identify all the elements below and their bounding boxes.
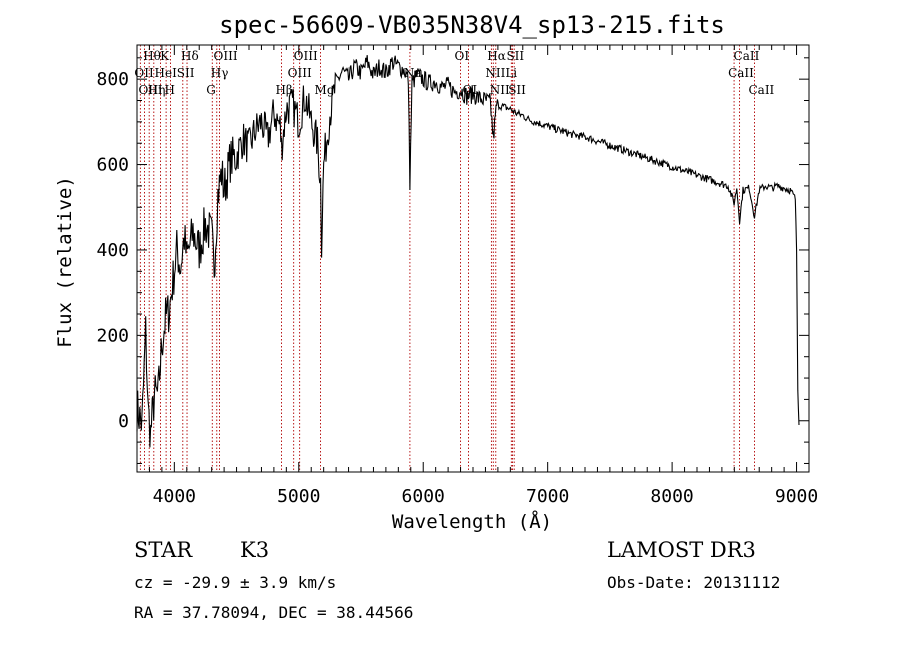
line-label-24: SII — [508, 83, 526, 97]
x-tick-label: 5000 — [277, 486, 320, 507]
line-label-19: Hα — [487, 49, 506, 63]
spectrum-line — [136, 55, 800, 448]
sky-coordinates: RA = 37.78094, DEC = 38.44566 — [134, 603, 414, 622]
line-label-27: CaII — [748, 83, 774, 97]
y-tick-label: 400 — [96, 240, 129, 261]
redshift-velocity: cz = -29.9 ± 3.9 km/s — [134, 573, 337, 592]
plot-frame — [136, 44, 810, 473]
line-label-26: CaII — [728, 66, 754, 80]
line-label-3: Hη — [148, 83, 166, 97]
y-axis-label: Flux (relative) — [54, 176, 76, 348]
x-tick-label: 9000 — [775, 486, 818, 507]
y-axis-ticks: 0 200 400 600 800 — [96, 57, 809, 464]
x-tick-label: 6000 — [402, 486, 445, 507]
line-label-2: OIII — [138, 83, 162, 97]
line-label-25: CaII — [734, 49, 760, 63]
line-label-7: H — [164, 83, 174, 97]
line-label-8: Hδ — [181, 49, 199, 63]
line-label-17: OI — [455, 49, 470, 63]
line-label-11: G — [206, 83, 216, 97]
line-label-0: Hθ — [143, 49, 161, 63]
line-label-21: NII — [485, 66, 505, 80]
spectral-line-markers — [139, 45, 755, 472]
x-axis-label: Wavelength (Å) — [392, 510, 552, 533]
object-subclass: K3 — [240, 538, 270, 562]
line-label-10: Hγ — [211, 66, 229, 80]
line-label-15: Mg — [315, 83, 335, 97]
chart-title: spec-56609-VB035N38V4_sp13-215.fits — [219, 11, 725, 39]
line-label-6: SII — [177, 66, 195, 80]
line-label-5: HeI — [155, 66, 178, 80]
y-tick-label: 600 — [96, 155, 129, 176]
line-label-12: Hβ — [275, 83, 292, 97]
y-tick-label: 0 — [118, 411, 129, 432]
x-tick-label: 4000 — [153, 486, 196, 507]
line-label-4: K — [160, 49, 170, 63]
object-class: STAR — [134, 538, 193, 562]
x-axis-ticks: 4000 5000 6000 7000 8000 9000 — [136, 45, 818, 507]
survey-name: LAMOST DR3 — [607, 538, 756, 562]
line-label-20: SII — [506, 49, 524, 63]
line-label-13: OIII — [294, 49, 318, 63]
x-tick-label: 7000 — [526, 486, 569, 507]
line-label-22: Li — [505, 66, 517, 80]
observation-date: Obs-Date: 20131112 — [607, 573, 781, 592]
y-tick-label: 200 — [96, 325, 129, 346]
x-tick-label: 8000 — [650, 486, 693, 507]
line-label-14: OIII — [288, 66, 312, 80]
line-label-1: OII — [134, 66, 154, 80]
line-label-23: NII — [490, 83, 510, 97]
line-label-9: OIII — [214, 49, 238, 63]
y-tick-label: 800 — [96, 69, 129, 90]
